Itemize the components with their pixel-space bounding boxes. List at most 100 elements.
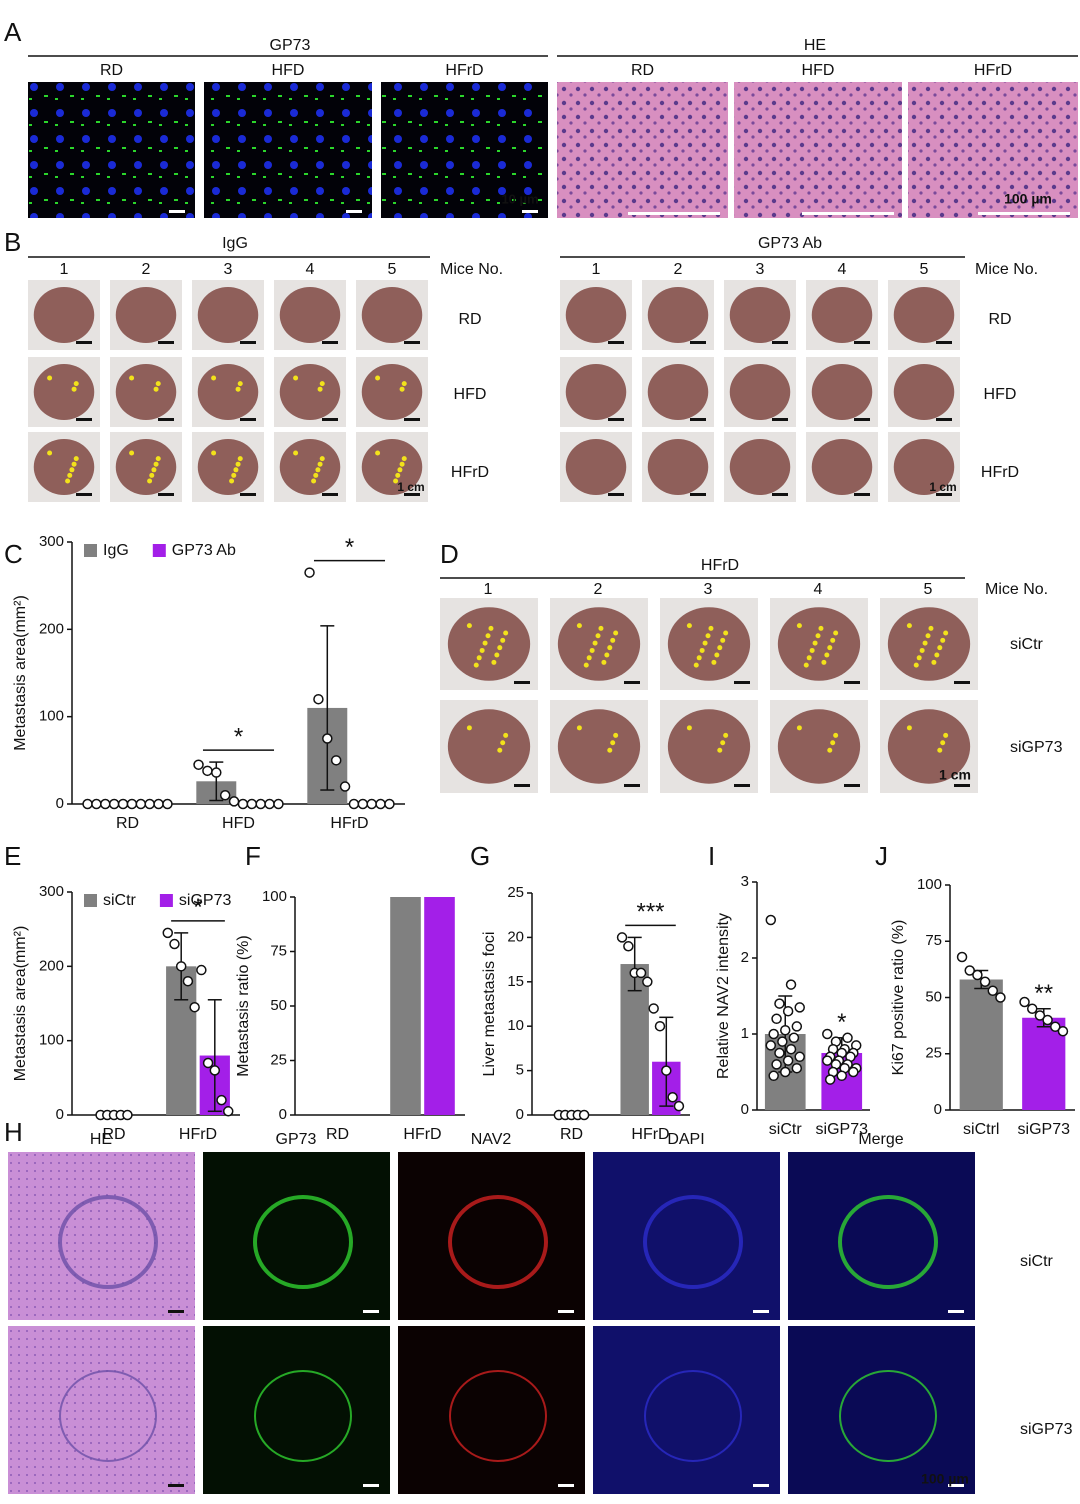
group-label: HFrD — [974, 62, 1012, 79]
scale-bar — [608, 493, 624, 496]
metastasis-arrow — [317, 461, 323, 467]
metastasis-arrow — [937, 747, 943, 753]
data-point — [117, 798, 129, 810]
metastasis-arrow — [153, 386, 159, 392]
significance: *** — [636, 899, 664, 926]
tumor-region — [644, 1370, 742, 1462]
row-label: HFD — [984, 386, 1017, 403]
metastasis-arrow — [237, 456, 243, 462]
stain-title: GP73 — [270, 37, 311, 54]
stain-title: HE — [804, 37, 826, 54]
y-tick-label: 0 — [934, 1101, 942, 1118]
metastasis-arrow — [129, 375, 135, 381]
metastasis-arrow — [395, 472, 401, 478]
data-point — [162, 798, 173, 810]
data-point — [848, 1066, 859, 1078]
metastasis-arrow — [598, 625, 604, 631]
metastasis-arrow — [47, 375, 53, 381]
data-point — [956, 951, 968, 963]
y-tick-label: 0 — [741, 1101, 749, 1118]
data-point — [366, 798, 377, 810]
row-label: siCtr — [1010, 636, 1044, 653]
data-point — [216, 1094, 227, 1106]
scale-bar — [690, 418, 706, 421]
tumor-region — [58, 1195, 158, 1289]
data-point — [209, 1065, 221, 1076]
data-point — [135, 798, 147, 810]
mouse-number: 3 — [704, 581, 713, 598]
y-axis-label: Relative NAV2 intensity — [715, 913, 732, 1079]
data-point — [842, 1032, 853, 1044]
liver — [893, 439, 955, 495]
x-tick-label: siCtrl — [963, 1121, 999, 1138]
data-point — [255, 798, 266, 810]
legend-label: IgG — [103, 542, 129, 559]
panel-label: A — [4, 17, 22, 47]
x-tick-label: siGP73 — [1018, 1121, 1071, 1138]
data-point — [771, 1059, 782, 1070]
scale-bar — [240, 493, 256, 496]
metastasis-arrow — [401, 456, 407, 462]
liver — [115, 364, 177, 420]
stain-title: DAPI — [667, 1131, 704, 1148]
y-tick-label: 50 — [925, 988, 942, 1005]
liver — [361, 287, 423, 343]
y-tick-label: 100 — [917, 876, 942, 893]
scale-bar — [772, 341, 788, 344]
data-point — [635, 967, 647, 979]
data-point — [774, 998, 785, 1009]
data-point — [189, 1001, 200, 1013]
x-tick-label: HFD — [222, 815, 255, 832]
y-axis-label: Metastasis ratio (%) — [235, 935, 252, 1076]
liver — [33, 287, 95, 343]
metastasis-arrow — [482, 640, 488, 646]
mouse-number: 1 — [592, 261, 601, 278]
scale-bar — [363, 1310, 379, 1313]
data-point — [82, 798, 93, 810]
liver — [557, 709, 641, 784]
panel-label: B — [4, 227, 21, 257]
mouse-number: 5 — [388, 261, 397, 278]
row-label: HFrD — [981, 464, 1019, 481]
data-point — [357, 798, 369, 810]
data-point — [822, 1055, 833, 1066]
y-tick-label: 5 — [516, 1062, 524, 1079]
y-tick-label: 200 — [39, 620, 64, 637]
metastasis-arrow — [806, 655, 812, 661]
metastasis-arrow — [491, 659, 497, 665]
metastasis-arrow — [925, 633, 931, 639]
metastasis-arrow — [943, 630, 949, 636]
metastasis-arrow — [818, 625, 824, 631]
group-title: GP73 Ab — [758, 235, 822, 252]
stain-title: HE — [90, 1131, 112, 1148]
metastasis-arrow — [229, 478, 235, 484]
liver — [729, 287, 791, 343]
metastasis-arrow — [401, 381, 407, 387]
scale-bar — [802, 212, 894, 215]
metastasis-arrow — [319, 381, 325, 387]
data-point — [661, 1065, 672, 1076]
scale-bar — [936, 493, 952, 496]
significance: * — [345, 534, 354, 561]
liver — [729, 439, 791, 495]
metastasis-arrow — [610, 740, 616, 746]
micrograph — [204, 82, 372, 218]
data-point — [91, 798, 102, 810]
liver — [667, 607, 751, 681]
row-label: RD — [988, 311, 1011, 328]
scale-bar — [346, 210, 362, 213]
liver — [197, 439, 259, 495]
panel-label: F — [245, 841, 261, 871]
mouse-number: 4 — [814, 581, 823, 598]
metastasis-arrow — [155, 381, 161, 387]
scale-bar — [169, 210, 185, 213]
mouse-number: 1 — [484, 581, 493, 598]
y-tick-label: 0 — [516, 1106, 524, 1123]
micrograph — [557, 82, 728, 218]
metastasis-arrow — [233, 467, 239, 473]
data-point — [122, 1109, 133, 1121]
data-point — [836, 1070, 847, 1082]
metastasis-arrow — [717, 747, 723, 753]
data-point — [771, 1013, 782, 1025]
